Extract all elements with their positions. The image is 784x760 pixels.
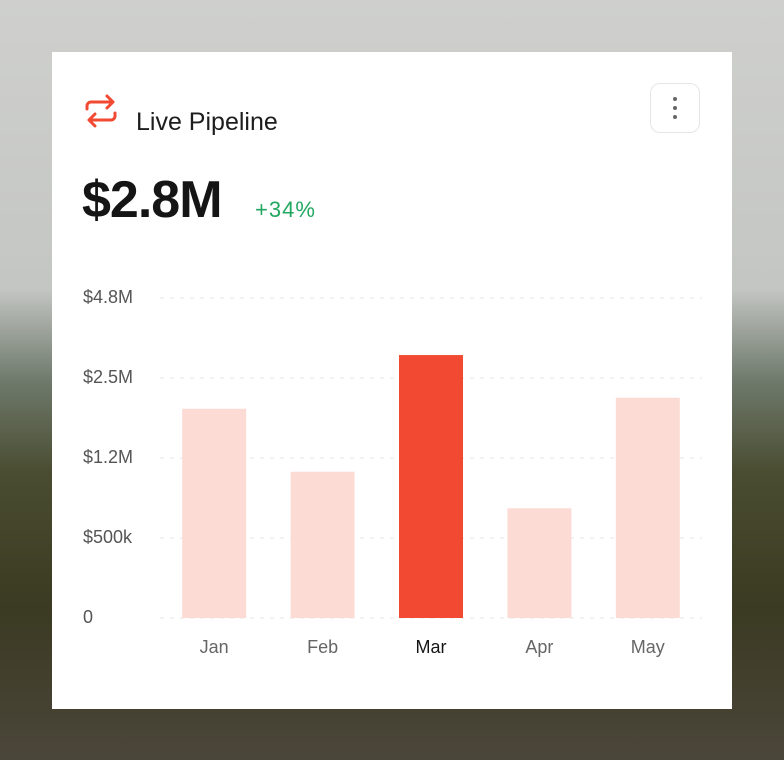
x-tick-label: Feb	[307, 637, 338, 657]
card-title: Live Pipeline	[136, 108, 278, 136]
y-tick-label: $1.2M	[83, 447, 133, 467]
x-tick-label: Jan	[200, 637, 229, 657]
bar	[615, 397, 680, 618]
y-tick-label: $4.8M	[83, 287, 133, 307]
bar	[507, 508, 572, 618]
change-value: +34%	[255, 197, 316, 222]
bar	[182, 408, 247, 618]
bar	[399, 355, 463, 618]
chart: 0 $500k $1.2M $2.5M $4.8M Jan Feb Mar Apr May	[83, 287, 702, 657]
y-tick-label: $2.5M	[83, 367, 133, 387]
x-tick-label: Apr	[525, 637, 553, 657]
x-tick-label: May	[631, 637, 665, 657]
card: Live Pipeline $2.8M +34% 0 $500k $1.2M $2.5…	[52, 52, 732, 709]
menu-button[interactable]	[650, 83, 700, 133]
x-tick-label: Mar	[416, 637, 447, 657]
pipeline-icon	[85, 94, 117, 128]
bar	[290, 471, 355, 618]
total-value: $2.8M	[82, 171, 223, 229]
y-tick-label: 0	[83, 607, 93, 627]
y-tick-label: $500k	[83, 527, 133, 547]
